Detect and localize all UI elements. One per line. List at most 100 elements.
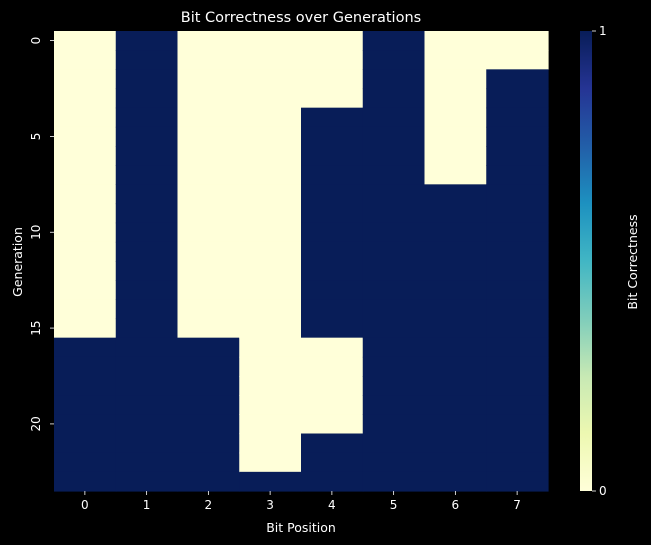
heatmap-cell: [486, 261, 549, 281]
heatmap-cell: [177, 299, 240, 320]
heatmap-cell: [424, 414, 487, 435]
heatmap-cell: [239, 261, 302, 281]
heatmap-cell: [177, 31, 240, 51]
heatmap-cell: [177, 414, 240, 435]
heatmap-cell: [177, 69, 240, 90]
heatmap-cell: [239, 452, 302, 473]
y-tick-label: 10: [29, 225, 43, 240]
heatmap-cell: [54, 241, 117, 262]
heatmap-cell: [362, 299, 426, 320]
heatmap-cell: [115, 107, 179, 128]
heatmap-cell: [362, 222, 426, 243]
heatmap-cell: [54, 318, 117, 339]
heatmap-cell: [486, 433, 549, 454]
heatmap-cell: [177, 126, 240, 147]
heatmap-cell: [54, 165, 117, 185]
heatmap-cell: [239, 241, 302, 262]
heatmap-cell: [486, 126, 549, 147]
heatmap-cell: [301, 241, 364, 262]
heatmap-cell: [115, 184, 179, 205]
heatmap-cell: [424, 222, 487, 243]
heatmap-cell: [239, 126, 302, 147]
heatmap-cell: [362, 184, 426, 205]
chart-title: Bit Correctness over Generations: [181, 10, 421, 26]
heatmap-cell: [239, 50, 302, 70]
heatmap-cell: [362, 471, 426, 492]
x-axis-label: Bit Position: [266, 520, 336, 535]
heatmap-cell: [362, 452, 426, 473]
heatmap-cell: [115, 356, 179, 377]
heatmap-cell: [424, 126, 487, 147]
heatmap-cell: [239, 414, 302, 435]
heatmap-cell: [486, 471, 549, 492]
heatmap-cell: [177, 184, 240, 205]
heatmap-cell: [115, 452, 179, 473]
heatmap-cell: [362, 318, 426, 339]
heatmap-cell: [424, 376, 487, 396]
heatmap-cell: [301, 318, 364, 339]
heatmap-cell: [115, 471, 179, 492]
heatmap-cell: [486, 280, 549, 300]
heatmap-cell: [177, 356, 240, 377]
heatmap-cell: [177, 337, 240, 358]
colorbar: [580, 31, 592, 491]
heatmap-cell: [239, 107, 302, 128]
heatmap-cell: [115, 165, 179, 185]
y-axis-label: Generation: [10, 227, 25, 297]
heatmap-cell: [301, 126, 364, 147]
heatmap-cell: [301, 31, 364, 51]
heatmap-cell: [54, 299, 117, 320]
heatmap-cell: [301, 88, 364, 109]
heatmap-cell: [177, 395, 240, 415]
heatmap-cell: [362, 376, 426, 396]
heatmap-cell: [239, 31, 302, 51]
heatmap-cell: [54, 452, 117, 473]
heatmap-cell: [177, 280, 240, 300]
heatmap-cell: [115, 146, 179, 166]
heatmap-cell: [486, 376, 549, 396]
heatmap-cell: [486, 88, 549, 109]
heatmap-cell: [115, 222, 179, 243]
heatmap-cell: [486, 395, 549, 415]
heatmap-cell: [301, 146, 364, 166]
heatmap-cell: [362, 50, 426, 70]
heatmap-cell: [486, 165, 549, 185]
heatmap-cell: [239, 433, 302, 454]
heatmap-cell: [115, 395, 179, 415]
heatmap-cell: [362, 414, 426, 435]
heatmap-cell: [486, 69, 549, 90]
heatmap-cell: [424, 280, 487, 300]
heatmap-cell: [301, 69, 364, 90]
heatmap-cell: [177, 376, 240, 396]
heatmap-cell: [54, 433, 117, 454]
x-tick-label: 3: [266, 498, 274, 512]
heatmap-cell: [301, 452, 364, 473]
heatmap-cell: [115, 126, 179, 147]
heatmap-cell: [115, 318, 179, 339]
heatmap-cell: [54, 376, 117, 396]
heatmap-cell: [239, 203, 302, 224]
heatmap-cell: [424, 299, 487, 320]
x-tick-label: 5: [390, 498, 398, 512]
heatmap-cell: [424, 31, 487, 51]
x-tick-label: 2: [205, 498, 213, 512]
heatmap-cell: [301, 433, 364, 454]
heatmap-cell: [115, 88, 179, 109]
heatmap-cell: [362, 261, 426, 281]
heatmap-cell: [54, 471, 117, 492]
heatmap-cell: [239, 376, 302, 396]
x-tick-label: 4: [328, 498, 336, 512]
heatmap-cell: [115, 241, 179, 262]
heatmap-cell: [362, 356, 426, 377]
heatmap-cell: [177, 241, 240, 262]
heatmap-cell: [239, 356, 302, 377]
heatmap-cell: [54, 50, 117, 70]
heatmap-cell: [486, 146, 549, 166]
heatmap-cell: [362, 31, 426, 51]
heatmap-cell: [362, 165, 426, 185]
heatmap-cell: [239, 318, 302, 339]
heatmap-cell: [115, 376, 179, 396]
heatmap-cell: [424, 318, 487, 339]
heatmap-cell: [424, 165, 487, 185]
